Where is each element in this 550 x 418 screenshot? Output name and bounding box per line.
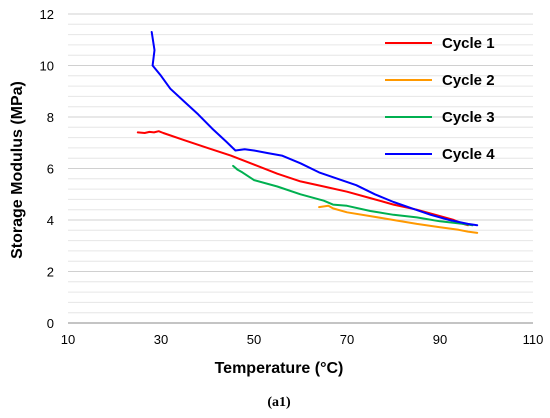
y-tick-label: 0 — [47, 316, 54, 331]
y-axis-title: Storage Modulus (MPa) — [9, 81, 26, 259]
legend-item: Cycle 1 — [385, 35, 495, 52]
x-tick-label: 30 — [154, 332, 168, 347]
y-tick-label: 2 — [47, 265, 54, 280]
legend-label: Cycle 3 — [442, 109, 495, 126]
x-tick-label: 70 — [340, 332, 354, 347]
x-tick-label: 50 — [247, 332, 261, 347]
grid-lines — [68, 13, 533, 314]
tick-labels: 10 30 50 70 90 110 0 2 4 6 8 10 12 — [40, 7, 544, 347]
x-tick-label: 90 — [433, 332, 447, 347]
legend-item: Cycle 3 — [385, 109, 495, 126]
legend-item: Cycle 2 — [385, 72, 495, 89]
legend-label: Cycle 2 — [442, 72, 495, 89]
legend-label: Cycle 1 — [442, 35, 495, 52]
x-tick-label: 10 — [61, 332, 75, 347]
y-tick-label: 8 — [47, 110, 54, 125]
series-line-cycle-2 — [318, 204, 479, 234]
y-tick-label: 10 — [40, 59, 54, 74]
x-axis-title: Temperature (°C) — [215, 360, 344, 377]
legend-label: Cycle 4 — [442, 146, 495, 163]
x-tick-label: 110 — [523, 332, 544, 347]
y-tick-label: 6 — [47, 162, 54, 177]
series-lines — [136, 31, 479, 234]
series-line-cycle-1 — [136, 130, 469, 227]
legend: Cycle 1 Cycle 2 Cycle 3 Cycle 4 — [385, 35, 495, 163]
series-line-cycle-4 — [150, 31, 479, 227]
figure-caption: (a1) — [267, 395, 291, 410]
series-line-cycle-3 — [232, 164, 474, 227]
y-tick-label: 12 — [40, 7, 54, 22]
legend-item: Cycle 4 — [385, 146, 495, 163]
y-tick-label: 4 — [47, 213, 54, 228]
